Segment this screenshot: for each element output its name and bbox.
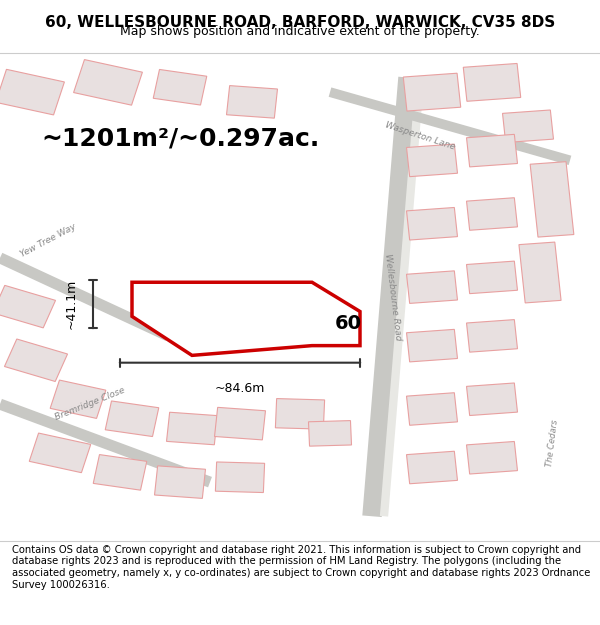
- Bar: [519, 242, 561, 303]
- Bar: [227, 86, 277, 118]
- Bar: [407, 208, 457, 240]
- Bar: [403, 73, 461, 111]
- Bar: [155, 466, 205, 498]
- Bar: [105, 401, 159, 436]
- Bar: [407, 451, 457, 484]
- Text: ~1201m²/~0.297ac.: ~1201m²/~0.297ac.: [41, 126, 319, 151]
- Bar: [275, 399, 325, 429]
- Bar: [530, 162, 574, 237]
- Bar: [467, 441, 517, 474]
- Bar: [215, 408, 265, 440]
- Bar: [467, 383, 517, 416]
- Bar: [4, 339, 68, 381]
- Bar: [467, 319, 517, 352]
- Text: 60, WELLESBOURNE ROAD, BARFORD, WARWICK, CV35 8DS: 60, WELLESBOURNE ROAD, BARFORD, WARWICK,…: [45, 15, 555, 30]
- Bar: [74, 59, 142, 105]
- Bar: [0, 69, 64, 115]
- Text: Map shows position and indicative extent of the property.: Map shows position and indicative extent…: [120, 25, 480, 38]
- Text: Yew Tree Way: Yew Tree Way: [19, 222, 77, 259]
- Text: Wellesbourne Road: Wellesbourne Road: [383, 253, 403, 341]
- Text: Wasperton Lane: Wasperton Lane: [384, 121, 456, 151]
- Bar: [503, 110, 553, 142]
- Bar: [153, 69, 207, 105]
- Bar: [29, 433, 91, 472]
- Bar: [407, 271, 457, 303]
- Bar: [407, 329, 457, 362]
- Text: Contains OS data © Crown copyright and database right 2021. This information is : Contains OS data © Crown copyright and d…: [12, 545, 590, 589]
- Text: Bremridge Close: Bremridge Close: [53, 386, 127, 423]
- Text: The Cedars: The Cedars: [545, 419, 559, 468]
- Bar: [463, 64, 521, 101]
- Text: ~84.6m: ~84.6m: [215, 382, 265, 395]
- Bar: [407, 392, 457, 425]
- Bar: [308, 421, 352, 446]
- Bar: [215, 462, 265, 492]
- Bar: [93, 454, 147, 490]
- Polygon shape: [132, 282, 360, 356]
- Text: 60: 60: [335, 314, 361, 333]
- Bar: [467, 261, 517, 294]
- Bar: [467, 134, 517, 167]
- Bar: [407, 144, 457, 177]
- Text: ~41.1m: ~41.1m: [65, 279, 78, 329]
- Bar: [0, 286, 56, 328]
- Bar: [50, 380, 106, 418]
- Bar: [167, 412, 217, 445]
- Bar: [467, 198, 517, 230]
